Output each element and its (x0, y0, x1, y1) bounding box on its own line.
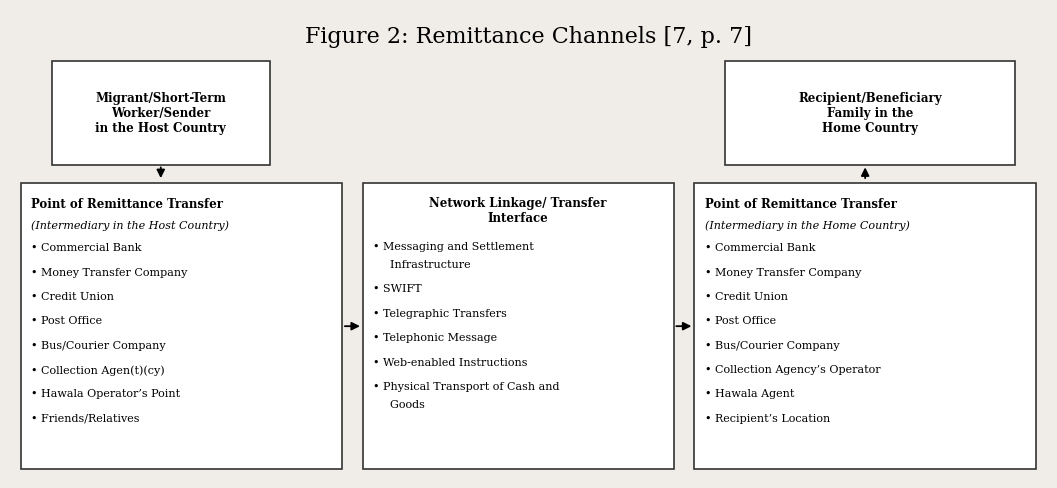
Text: • Hawala Operator’s Point: • Hawala Operator’s Point (32, 389, 181, 399)
Text: Recipient/Beneficiary
Family in the
Home Country: Recipient/Beneficiary Family in the Home… (798, 92, 942, 135)
FancyBboxPatch shape (363, 183, 673, 469)
Text: • Bus/Courier Company: • Bus/Courier Company (32, 341, 166, 351)
Text: • Messaging and Settlement: • Messaging and Settlement (373, 242, 534, 252)
Text: Infrastructure: Infrastructure (384, 260, 471, 270)
Text: • Credit Union: • Credit Union (32, 292, 114, 302)
Text: • Commercial Bank: • Commercial Bank (705, 243, 815, 253)
Text: • SWIFT: • SWIFT (373, 285, 422, 294)
Text: Point of Remittance Transfer: Point of Remittance Transfer (705, 198, 896, 211)
FancyBboxPatch shape (21, 183, 342, 469)
Text: • Web-enabled Instructions: • Web-enabled Instructions (373, 358, 527, 367)
Text: • Commercial Bank: • Commercial Bank (32, 243, 142, 253)
Text: • Recipient’s Location: • Recipient’s Location (705, 414, 830, 424)
Text: • Post Office: • Post Office (32, 316, 103, 326)
Text: • Telegraphic Transfers: • Telegraphic Transfers (373, 309, 507, 319)
Text: • Money Transfer Company: • Money Transfer Company (32, 267, 188, 278)
Text: • Hawala Agent: • Hawala Agent (705, 389, 794, 399)
Text: Figure 2: Remittance Channels [7, p. 7]: Figure 2: Remittance Channels [7, p. 7] (305, 26, 752, 48)
Text: Migrant/Short-Term
Worker/Sender
in the Host Country: Migrant/Short-Term Worker/Sender in the … (95, 92, 226, 135)
Text: • Friends/Relatives: • Friends/Relatives (32, 414, 140, 424)
Text: (Intermediary in the Home Country): (Intermediary in the Home Country) (705, 221, 909, 231)
Text: Goods: Goods (384, 400, 425, 410)
FancyBboxPatch shape (52, 61, 270, 164)
Text: • Credit Union: • Credit Union (705, 292, 787, 302)
Text: • Physical Transport of Cash and: • Physical Transport of Cash and (373, 382, 559, 392)
FancyBboxPatch shape (725, 61, 1016, 164)
Text: • Telephonic Message: • Telephonic Message (373, 333, 497, 343)
Text: • Post Office: • Post Office (705, 316, 776, 326)
Text: • Collection Agency’s Operator: • Collection Agency’s Operator (705, 365, 880, 375)
FancyBboxPatch shape (694, 183, 1036, 469)
Text: • Bus/Courier Company: • Bus/Courier Company (705, 341, 839, 351)
Text: • Money Transfer Company: • Money Transfer Company (705, 267, 861, 278)
Text: • Collection Agen(t)(cy): • Collection Agen(t)(cy) (32, 365, 165, 376)
Text: (Intermediary in the Host Country): (Intermediary in the Host Country) (32, 221, 229, 231)
Text: Network Linkage/ Transfer
Interface: Network Linkage/ Transfer Interface (429, 197, 607, 225)
Text: Point of Remittance Transfer: Point of Remittance Transfer (32, 198, 223, 211)
